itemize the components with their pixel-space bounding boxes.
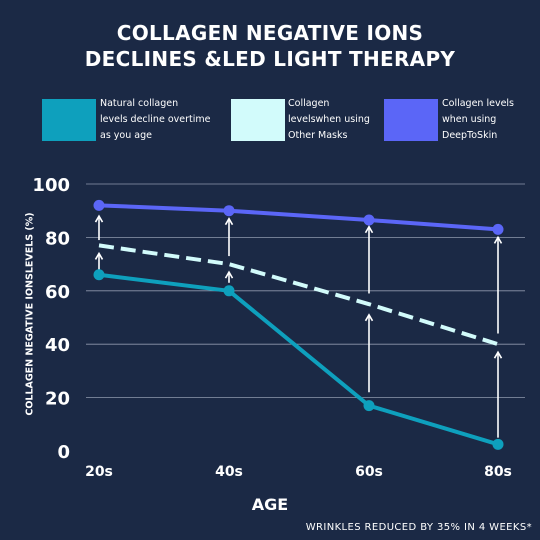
y-tick-label-80: 80 <box>45 228 70 249</box>
legend-other-line-2: levelswhen using <box>288 114 370 125</box>
data-point-deeptoskin-20s <box>93 199 105 211</box>
data-point-natural-20s <box>93 269 105 281</box>
legend-text-other-masks: Collagen levelswhen using Other Masks <box>288 96 370 144</box>
improvement-arrow-head-6 <box>364 225 374 234</box>
legend-text-natural: Natural collagen levels decline overtime… <box>100 96 210 144</box>
legend-other-line-3: Other Masks <box>288 130 348 141</box>
data-point-natural-80s <box>492 438 504 450</box>
data-point-deeptoskin-80s <box>492 223 504 235</box>
y-tick-label-20: 20 <box>45 389 70 410</box>
y-tick-label-0: 0 <box>57 442 70 463</box>
legend-deeptoskin-line-3: DeepToSkin <box>442 130 498 141</box>
data-point-natural-40s <box>223 285 235 297</box>
x-tick-label-80s: 80s <box>484 464 512 480</box>
legend-swatch-deeptoskin <box>384 99 438 141</box>
improvement-arrow-head-5 <box>364 313 374 322</box>
x-axis-label: AGE <box>251 495 289 514</box>
data-point-natural-60s <box>363 400 375 412</box>
legend-swatch-natural <box>42 99 96 141</box>
series-line-natural <box>98 272 499 447</box>
improvement-arrow-head-1 <box>94 251 104 260</box>
series-line-other-masks <box>98 243 499 347</box>
x-tick-label-20s: 20s <box>85 464 113 480</box>
chart-title: COLLAGEN NEGATIVE IONS DECLINES &LED LIG… <box>0 20 540 72</box>
improvement-arrow-head-7 <box>493 350 503 359</box>
x-tick-label-40s: 40s <box>215 464 243 480</box>
improvement-arrow-head-2 <box>94 214 104 223</box>
improvement-arrow-head-4 <box>224 217 234 226</box>
y-axis-label: COLLAGEN NEGATIVE IONSLEVELS (%) <box>24 212 36 416</box>
improvement-arrow-head-8 <box>493 235 503 244</box>
legend-natural-line-3: as you age <box>100 130 152 141</box>
data-point-deeptoskin-60s <box>363 214 375 226</box>
legend-swatch-other-masks <box>231 99 285 141</box>
legend-other-line-1: Collagen <box>288 98 330 109</box>
y-tick-label-40: 40 <box>45 335 70 356</box>
x-tick-label-60s: 60s <box>355 464 383 480</box>
legend-natural-line-1: Natural collagen <box>100 98 179 109</box>
legend-deeptoskin-line-2: when using <box>442 114 497 125</box>
legend-deeptoskin-line-1: Collagen levels <box>442 98 515 109</box>
title-line-1: COLLAGEN NEGATIVE IONS <box>116 21 424 45</box>
data-point-deeptoskin-40s <box>223 205 235 217</box>
legend-text-deeptoskin: Collagen levels when using DeepToSkin <box>442 96 514 144</box>
y-tick-label-100: 100 <box>32 175 70 196</box>
improvement-arrow-head-3 <box>224 270 234 279</box>
footnote: WRINKLES REDUCED BY 35% IN 4 WEEKS* <box>305 522 532 533</box>
title-line-2: DECLINES &LED LIGHT THERAPY <box>84 47 456 71</box>
y-tick-label-60: 60 <box>45 282 70 303</box>
series-line-deeptoskin <box>98 203 499 232</box>
legend-natural-line-2: levels decline overtime <box>100 114 211 125</box>
